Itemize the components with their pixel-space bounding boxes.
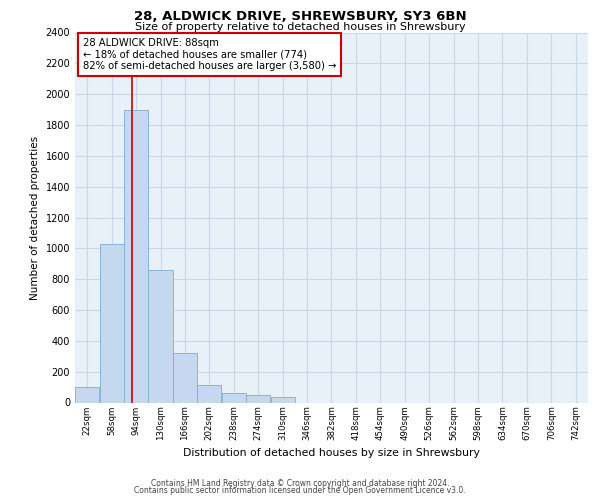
Y-axis label: Number of detached properties: Number of detached properties (30, 136, 40, 300)
Text: Contains HM Land Registry data © Crown copyright and database right 2024.: Contains HM Land Registry data © Crown c… (151, 478, 449, 488)
Text: Size of property relative to detached houses in Shrewsbury: Size of property relative to detached ho… (134, 22, 466, 32)
Bar (222, 393, 246, 402)
Bar (148, 270, 173, 402)
Text: 28 ALDWICK DRIVE: 88sqm
← 18% of detached houses are smaller (774)
82% of semi-d: 28 ALDWICK DRIVE: 88sqm ← 18% of detache… (83, 38, 336, 71)
Bar (197, 385, 221, 402)
Text: Contains public sector information licensed under the Open Government Licence v3: Contains public sector information licen… (134, 486, 466, 495)
Bar (75, 387, 99, 402)
Text: 28, ALDWICK DRIVE, SHREWSBURY, SY3 6BN: 28, ALDWICK DRIVE, SHREWSBURY, SY3 6BN (134, 10, 466, 23)
Bar (271, 397, 295, 402)
Bar (124, 110, 148, 403)
Bar (173, 353, 197, 403)
Bar (246, 395, 270, 402)
Bar (100, 244, 124, 402)
X-axis label: Distribution of detached houses by size in Shrewsbury: Distribution of detached houses by size … (183, 448, 480, 458)
